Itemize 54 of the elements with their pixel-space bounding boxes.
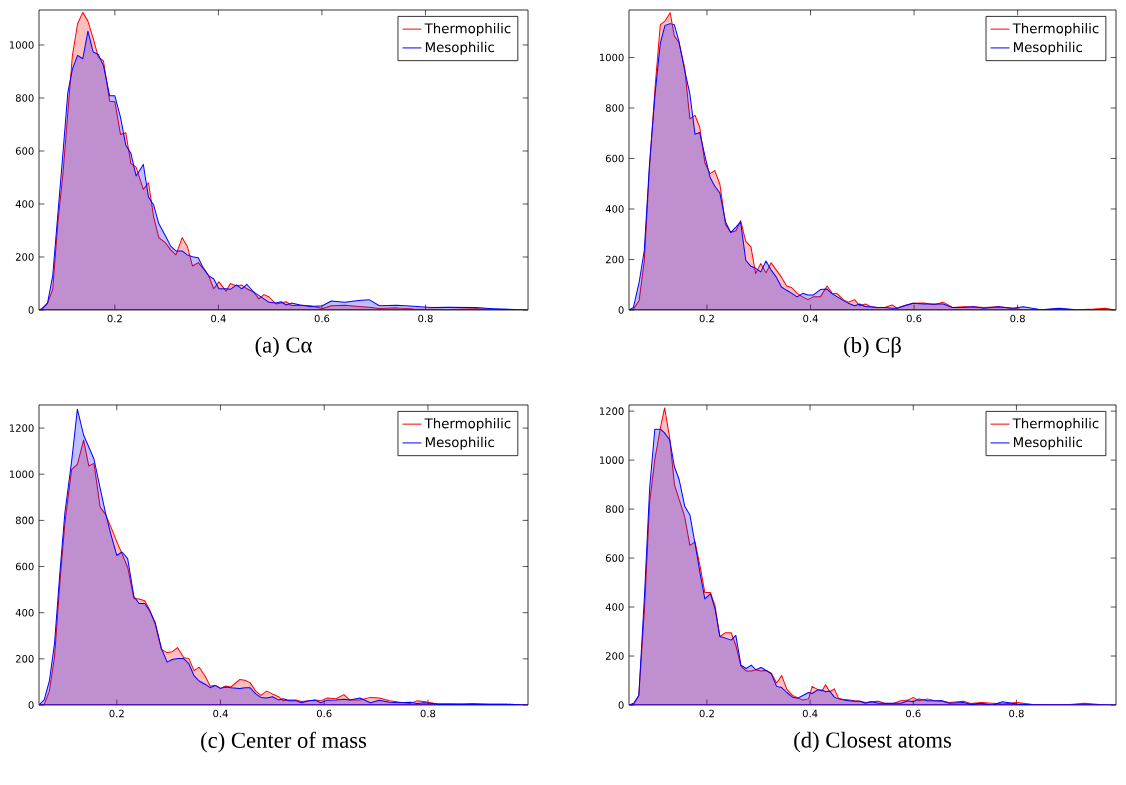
x-tick-label: 0.6 <box>316 709 332 718</box>
x-tick-label: 0.8 <box>1009 709 1024 718</box>
y-tick-label: 400 <box>605 205 624 213</box>
legend-label: Thermophilic <box>1012 418 1099 431</box>
y-tick-label: 400 <box>15 608 34 617</box>
y-tick-label: 200 <box>605 652 624 660</box>
legend-label: Thermophilic <box>424 418 511 431</box>
y-tick-label: 600 <box>605 554 624 562</box>
x-tick-label: 0.2 <box>107 314 122 323</box>
y-tick-label: 600 <box>15 147 34 155</box>
y-tick-label: 0 <box>28 701 34 709</box>
y-tick-label: 600 <box>605 154 624 163</box>
text: (b) Cβ <box>844 336 901 358</box>
legend-label: Thermophilic <box>1012 23 1099 36</box>
y-tick-label: 800 <box>15 94 34 102</box>
x-tick-label: 0.2 <box>109 709 124 718</box>
text: (d) Closest atoms <box>794 731 952 753</box>
x-tick-label: 0.6 <box>906 314 922 323</box>
y-tick-label: 200 <box>15 253 34 261</box>
y-tick-label: 0 <box>618 306 624 314</box>
y-tick-label: 1200 <box>9 424 34 432</box>
y-tick-label: 0 <box>618 701 624 709</box>
x-tick-label: 0.4 <box>213 709 228 718</box>
y-tick-label: 400 <box>605 603 624 611</box>
y-tick-label: 1000 <box>599 456 624 464</box>
y-tick-label: 800 <box>605 104 624 112</box>
y-tick-label: 1000 <box>9 41 34 49</box>
y-tick-label: 800 <box>15 516 34 525</box>
x-tick-label: 0.8 <box>418 314 433 323</box>
legend-label: Mesophilic <box>425 41 494 55</box>
x-tick-label: 0.6 <box>905 709 921 718</box>
y-tick-label: 1000 <box>599 53 624 62</box>
y-tick-label: 0 <box>28 306 34 314</box>
y-tick-label: 1000 <box>9 470 34 479</box>
legend-label: Mesophilic <box>1013 41 1083 55</box>
legend-label: Mesophilic <box>425 436 494 450</box>
y-tick-label: 400 <box>15 200 34 208</box>
y-tick-label: 200 <box>605 255 624 264</box>
y-tick-label: 1200 <box>599 407 624 415</box>
y-tick-label: 800 <box>605 505 624 513</box>
text: (c) Center of mass <box>201 731 367 753</box>
x-tick-label: 0.2 <box>699 709 714 718</box>
x-tick-label: 0.4 <box>211 314 226 323</box>
legend-label: Mesophilic <box>1013 436 1083 450</box>
text: (a) Cα <box>255 336 312 358</box>
x-tick-label: 0.8 <box>420 709 436 718</box>
x-tick-label: 0.2 <box>699 314 714 323</box>
x-tick-label: 0.8 <box>1010 314 1025 323</box>
y-tick-label: 200 <box>15 655 34 663</box>
x-tick-label: 0.4 <box>802 709 818 718</box>
legend-label: Thermophilic <box>424 23 511 36</box>
x-tick-label: 0.4 <box>803 314 818 323</box>
x-tick-label: 0.6 <box>314 314 330 323</box>
y-tick-label: 600 <box>15 562 34 571</box>
